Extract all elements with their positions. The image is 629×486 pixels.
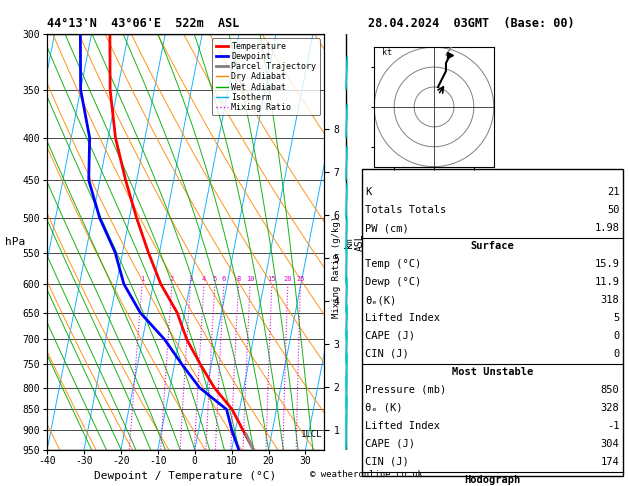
- Text: Dewp (°C): Dewp (°C): [365, 277, 421, 287]
- Text: 1: 1: [140, 276, 144, 282]
- Text: 304: 304: [601, 439, 620, 449]
- Text: Lifted Index: Lifted Index: [365, 313, 440, 323]
- Legend: Temperature, Dewpoint, Parcel Trajectory, Dry Adiabat, Wet Adiabat, Isotherm, Mi: Temperature, Dewpoint, Parcel Trajectory…: [212, 38, 320, 115]
- Text: Pressure (mb): Pressure (mb): [365, 385, 446, 395]
- Text: 328: 328: [601, 403, 620, 413]
- Text: θₑ (K): θₑ (K): [365, 403, 403, 413]
- Text: θₑ(K): θₑ(K): [365, 295, 396, 305]
- Text: 8: 8: [237, 276, 241, 282]
- Text: PW (cm): PW (cm): [365, 223, 409, 233]
- Text: Mixing Ratio (g/kg): Mixing Ratio (g/kg): [332, 216, 341, 318]
- Text: 6: 6: [222, 276, 226, 282]
- Text: kt: kt: [382, 48, 392, 57]
- Text: 318: 318: [601, 295, 620, 305]
- Text: Most Unstable: Most Unstable: [452, 367, 533, 377]
- Text: 850: 850: [601, 385, 620, 395]
- Text: K: K: [365, 187, 371, 197]
- Text: 3: 3: [188, 276, 192, 282]
- Text: 15.9: 15.9: [594, 259, 620, 269]
- Text: 21: 21: [607, 187, 620, 197]
- Text: hPa: hPa: [5, 237, 25, 247]
- Text: 1.98: 1.98: [594, 223, 620, 233]
- Text: CAPE (J): CAPE (J): [365, 331, 415, 341]
- Text: Temp (°C): Temp (°C): [365, 259, 421, 269]
- Text: Lifted Index: Lifted Index: [365, 421, 440, 431]
- Text: CAPE (J): CAPE (J): [365, 439, 415, 449]
- Text: 10: 10: [246, 276, 254, 282]
- Text: 11.9: 11.9: [594, 277, 620, 287]
- Text: © weatheronline.co.uk: © weatheronline.co.uk: [310, 469, 423, 479]
- Text: 1LCL: 1LCL: [301, 430, 323, 438]
- Text: CIN (J): CIN (J): [365, 349, 409, 359]
- Text: 28.04.2024  03GMT  (Base: 00): 28.04.2024 03GMT (Base: 00): [368, 17, 574, 30]
- Text: 25: 25: [296, 276, 304, 282]
- Text: 0: 0: [613, 349, 620, 359]
- X-axis label: Dewpoint / Temperature (°C): Dewpoint / Temperature (°C): [94, 470, 277, 481]
- Text: 5: 5: [613, 313, 620, 323]
- Text: 5: 5: [213, 276, 217, 282]
- Y-axis label: km
ASL: km ASL: [343, 233, 365, 251]
- Text: Hodograph: Hodograph: [464, 475, 520, 485]
- Text: Totals Totals: Totals Totals: [365, 205, 446, 215]
- Text: CIN (J): CIN (J): [365, 457, 409, 467]
- Text: 2: 2: [170, 276, 174, 282]
- Text: 50: 50: [607, 205, 620, 215]
- Text: 174: 174: [601, 457, 620, 467]
- Text: 44°13'N  43°06'E  522m  ASL: 44°13'N 43°06'E 522m ASL: [47, 17, 240, 30]
- Text: 4: 4: [202, 276, 206, 282]
- Text: 0: 0: [613, 331, 620, 341]
- Text: 20: 20: [284, 276, 292, 282]
- Text: Surface: Surface: [470, 241, 514, 251]
- Text: -1: -1: [607, 421, 620, 431]
- Text: 15: 15: [267, 276, 276, 282]
